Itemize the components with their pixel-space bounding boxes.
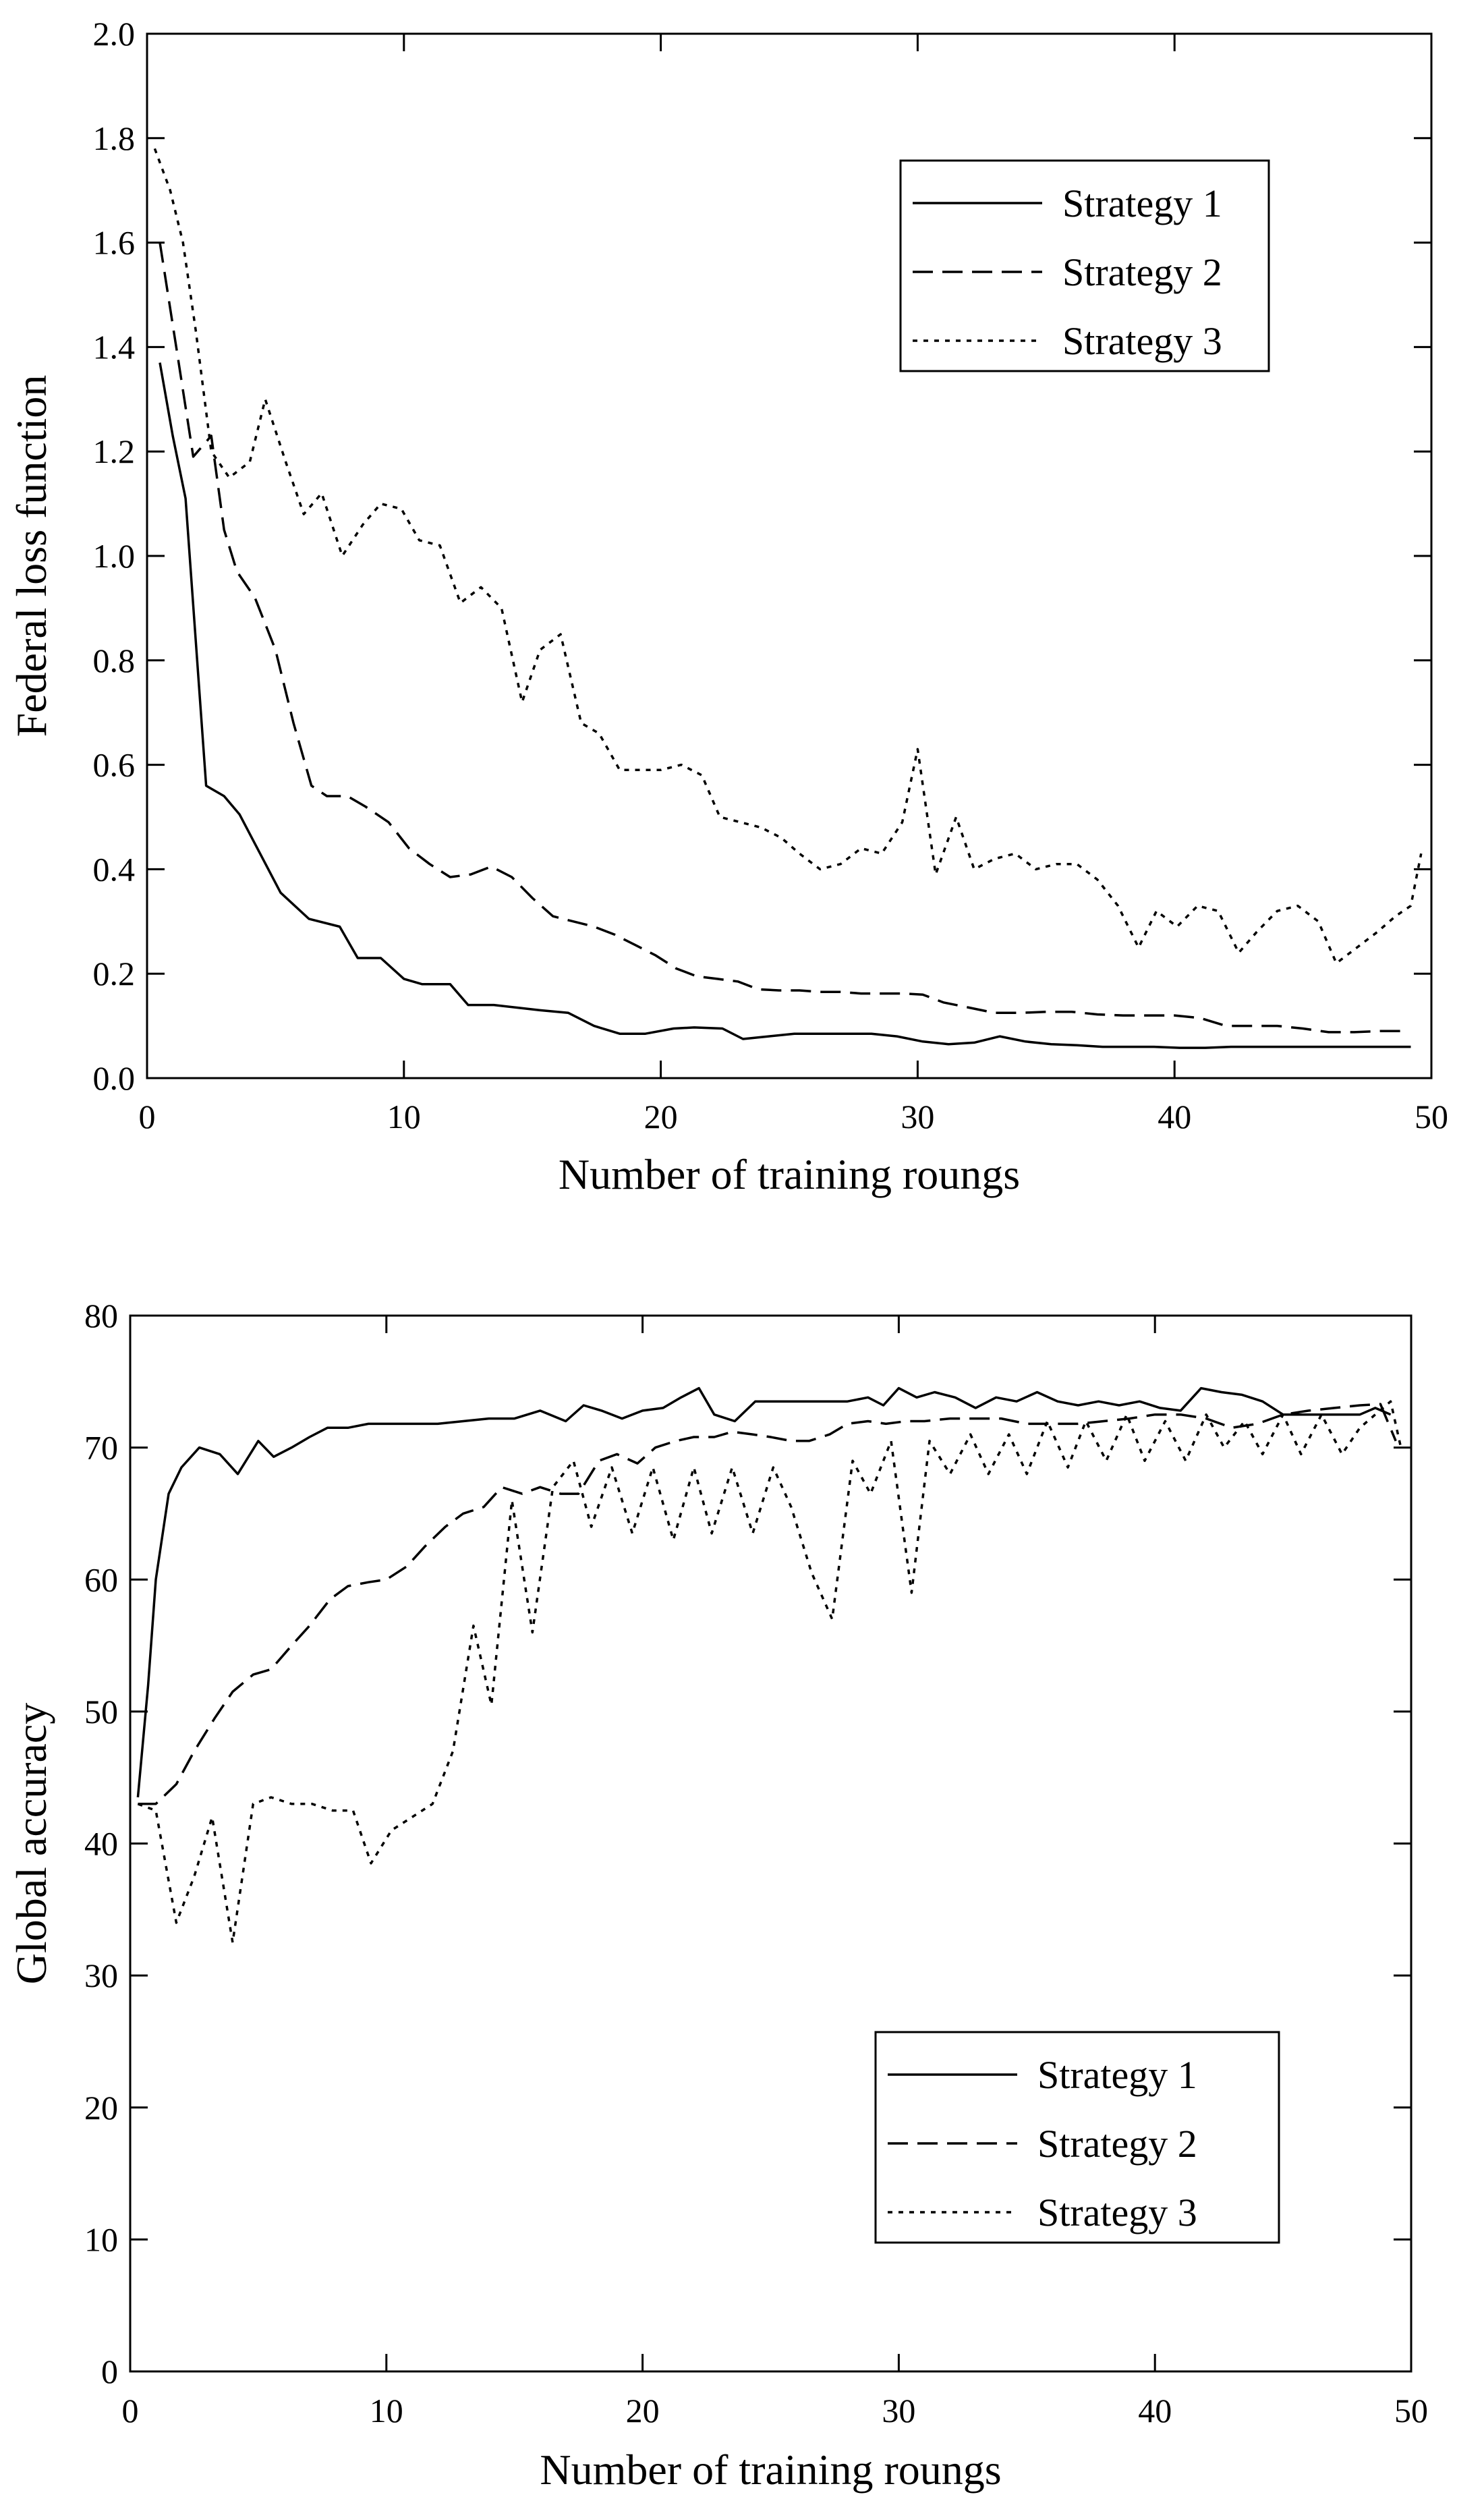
y-tick-label: 0	[101, 2353, 118, 2390]
y-tick-label: 50	[84, 1693, 118, 1731]
y-tick-label: 30	[84, 1957, 118, 1994]
x-tick-label: 0	[139, 1098, 156, 1135]
series-line-strategy-1	[159, 362, 1411, 1049]
x-tick-label: 50	[1394, 2392, 1428, 2429]
series-line-strategy-2	[159, 242, 1406, 1034]
x-axis-label: Number of training roungs	[559, 1150, 1020, 1198]
legend-label-strategy-1: Strategy 1	[1037, 2053, 1197, 2097]
legend-box	[899, 159, 1270, 372]
x-tick-label: 10	[370, 2392, 403, 2429]
y-tick-label: 0.8	[93, 642, 136, 679]
loss-chart: 0.0 0.2 0.4 0.6 0.8 1.0 1.2 1.4 1.6 1.8 2.0 0 10 20 30…	[7, 15, 1448, 1198]
y-tick-label: 1.2	[93, 432, 136, 470]
y-tick-label: 70	[84, 1429, 118, 1467]
series-line-strategy-1	[136, 1386, 1392, 1798]
x-tick-label: 0	[122, 2392, 139, 2429]
y-tick-label: 1.8	[93, 119, 136, 157]
y-tick-label: 10	[84, 2220, 118, 2258]
x-tick-label: 20	[644, 1098, 678, 1135]
y-tick-label: 1.0	[93, 537, 136, 575]
legend-label-strategy-2: Strategy 2	[1062, 250, 1222, 294]
y-tick-label: 80	[84, 1297, 118, 1334]
legend-label-strategy-3: Strategy 3	[1037, 2191, 1197, 2234]
y-tick-label: 0.2	[93, 955, 136, 992]
x-tick-label: 20	[626, 2392, 660, 2429]
x-tick-label: 40	[1138, 2392, 1172, 2429]
y-tick-label: 0.0	[93, 1059, 136, 1097]
y-axis-label: Federal loss function	[7, 375, 55, 737]
y-tick-label: 60	[84, 1560, 118, 1598]
series-line-strategy-3	[137, 1400, 1402, 1944]
x-tick-label: 10	[387, 1098, 421, 1135]
legend-label-strategy-3: Strategy 3	[1062, 319, 1222, 363]
x-tick-label: 40	[1158, 1098, 1191, 1135]
x-tick-label: 30	[901, 1098, 934, 1135]
y-axis-label: Global accuracy	[7, 1703, 55, 1985]
legend-box	[874, 2031, 1280, 2244]
x-tick-label: 30	[882, 2392, 915, 2429]
y-tick-label: 1.6	[93, 224, 136, 262]
x-tick-label: 50	[1415, 1098, 1448, 1135]
y-tick-label: 20	[84, 2089, 118, 2127]
y-tick-label: 0.4	[93, 850, 136, 888]
y-tick-label: 2.0	[93, 15, 136, 53]
accuracy-chart: 0 10 20 30 40 50 60 70 80 0 10 20 30 40 50 Number of tr…	[7, 1297, 1428, 2494]
legend-label-strategy-2: Strategy 2	[1037, 2122, 1197, 2166]
legend-label-strategy-1: Strategy 1	[1062, 181, 1222, 225]
y-tick-label: 0.6	[93, 746, 136, 784]
y-tick-label: 40	[84, 1825, 118, 1863]
x-axis-label: Number of training roungs	[540, 2446, 1001, 2494]
series-line-strategy-2	[138, 1403, 1397, 1805]
y-tick-label: 1.4	[93, 328, 136, 366]
